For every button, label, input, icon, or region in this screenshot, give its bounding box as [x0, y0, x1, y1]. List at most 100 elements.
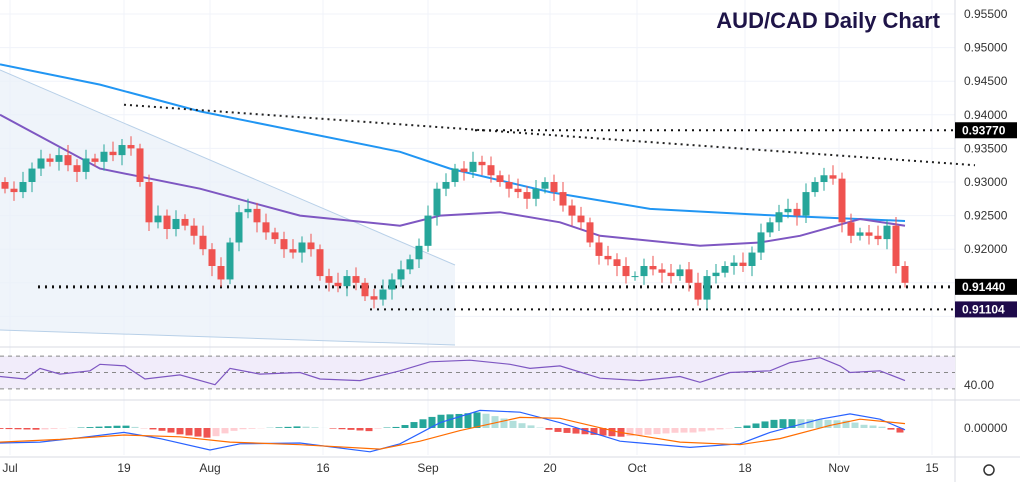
macd-histogram-bar [851, 422, 859, 428]
candle-body [901, 266, 909, 283]
macd-histogram-bar [194, 428, 202, 437]
macd-histogram-bar [716, 428, 724, 430]
candle-body [217, 266, 225, 280]
candle-body [208, 249, 216, 266]
macd-histogram-bar [5, 428, 13, 430]
macd-histogram-bar [302, 426, 310, 428]
y-tick-label: 0.94000 [964, 108, 1008, 122]
candle-body [460, 168, 468, 172]
candle-body [136, 148, 144, 182]
price-label: 0.91104 [962, 302, 1005, 316]
candle-body [622, 266, 630, 277]
candle-body [784, 208, 792, 213]
channel-edge [0, 69, 456, 266]
candle-body [73, 165, 81, 172]
candle-body [289, 249, 297, 253]
candle-body [352, 276, 360, 283]
macd-histogram-bar [248, 428, 256, 429]
x-tick-label: 18 [738, 461, 752, 475]
candle-body [649, 266, 657, 270]
candle-body [802, 192, 810, 216]
macd-histogram-bar [689, 428, 697, 433]
candle-body [316, 249, 324, 277]
candle-body [28, 168, 36, 182]
y-tick-label: 0.92500 [964, 209, 1008, 223]
price-label: 0.93770 [962, 123, 1006, 137]
macd-histogram-bar [779, 419, 787, 428]
candle-body [199, 235, 207, 250]
candle-body [532, 188, 540, 199]
macd-histogram-bar [356, 428, 364, 431]
candle-body [793, 208, 801, 216]
candle-body [487, 165, 495, 176]
candle-body [64, 155, 72, 166]
x-tick-label: 15 [925, 461, 939, 475]
macd-histogram-bar [311, 427, 319, 428]
macd-histogram-bar [284, 426, 292, 428]
candle-body [640, 266, 648, 277]
candle-body [658, 269, 666, 273]
candle-body [712, 272, 720, 277]
macd-value-label: 0.00000 [964, 421, 1008, 435]
candle-body [469, 161, 477, 172]
macd-histogram-bar [104, 426, 112, 428]
candle-body [631, 276, 639, 278]
candle-body [604, 255, 612, 260]
macd-histogram-bar [518, 423, 526, 428]
candle-body [577, 215, 585, 223]
price-label: 0.91440 [962, 280, 1006, 294]
candle-body [415, 245, 423, 260]
settings-gear-icon[interactable] [983, 464, 995, 476]
candle-body [424, 215, 432, 246]
candle-body [595, 242, 603, 256]
candle-body [271, 232, 279, 240]
macd-histogram-bar [50, 428, 58, 429]
x-tick-label: 20 [543, 461, 557, 475]
macd-histogram-bar [878, 426, 886, 428]
candle-body [154, 215, 162, 223]
macd-histogram-bar [869, 425, 877, 428]
macd-histogram-bar [527, 425, 535, 428]
candle-body [334, 282, 342, 287]
x-tick-label: Sep [417, 461, 439, 475]
macd-histogram-bar [572, 428, 580, 434]
macd-histogram-bar [275, 427, 283, 428]
candle-body [325, 276, 333, 283]
candle-body [145, 182, 153, 223]
candle-body [91, 158, 99, 162]
macd-histogram-bar [14, 428, 22, 430]
macd-histogram-bar [212, 428, 220, 437]
candle-body [478, 161, 486, 166]
x-tick-label: 16 [316, 461, 330, 475]
candle-body [10, 188, 18, 193]
x-tick-label: Jul [2, 461, 17, 475]
macd-histogram-bar [473, 412, 481, 428]
macd-histogram-bar [293, 426, 301, 428]
candle-body [82, 158, 90, 172]
macd-signal-line [0, 416, 906, 450]
macd-histogram-bar [0, 428, 4, 429]
macd-histogram-bar [680, 428, 688, 433]
candle-body [676, 269, 684, 277]
macd-histogram-bar [824, 419, 832, 428]
candle-body [55, 155, 63, 162]
price-label-bg [955, 301, 1017, 318]
macd-histogram-bar [158, 428, 166, 431]
macd-histogram-bar [671, 428, 679, 433]
macd-histogram-bar [23, 428, 31, 430]
macd-histogram-bar [707, 428, 715, 431]
x-tick-label: 19 [117, 461, 131, 475]
price-label-bg [955, 122, 1017, 139]
y-tick-label: 0.93000 [964, 175, 1008, 189]
macd-histogram-bar [464, 413, 472, 428]
candle-body [820, 175, 828, 182]
macd-histogram-bar [347, 428, 355, 430]
macd-histogram-bar [221, 428, 229, 434]
candle-body [838, 178, 846, 223]
candle-body [127, 145, 135, 149]
candle-body [253, 208, 261, 223]
candle-body [343, 276, 351, 287]
macd-histogram-bar [635, 428, 643, 436]
